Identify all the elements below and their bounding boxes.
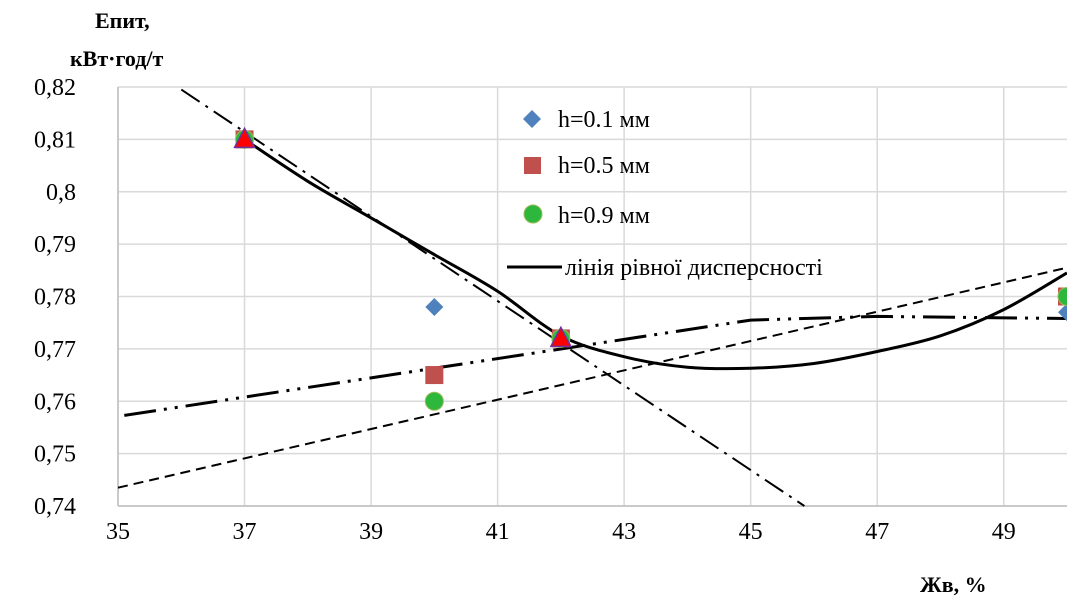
equal-dispersion-line — [243, 138, 1067, 371]
point-triangle — [233, 126, 256, 149]
x-axis-title: Жв, % — [920, 572, 987, 597]
grid — [117, 86, 1067, 507]
x-tick-label: 37 — [233, 519, 257, 545]
legend: h=0.1 мм h=0.5 мм h=0.9 мм лінія рівної … — [507, 107, 823, 281]
point-h01 — [425, 297, 444, 316]
legend-label-h01: h=0.1 мм — [558, 107, 650, 133]
data-points — [233, 126, 1067, 411]
x-tick-labels: 35 37 39 41 43 45 47 49 — [106, 519, 1016, 545]
y-tick-label: 0,77 — [34, 337, 76, 363]
point-h09 — [1057, 287, 1067, 306]
x-tick-label: 39 — [359, 519, 383, 545]
legend-circle-icon — [523, 204, 543, 224]
legend-label-dispersion: лінія рівної дисперсності — [565, 255, 823, 281]
y-tick-label: 0,82 — [34, 75, 76, 101]
point-h05 — [425, 366, 444, 385]
trend-line-short-dash — [117, 266, 1067, 489]
plot-area-border — [117, 87, 1067, 507]
x-tick-label: 45 — [739, 519, 763, 545]
equal-dispersion-curve — [243, 138, 1067, 371]
x-tick-label: 43 — [612, 519, 636, 545]
x-tick-label: 41 — [486, 519, 510, 545]
y-tick-label: 0,78 — [34, 285, 76, 311]
y-tick-label: 0,79 — [34, 232, 76, 258]
y-axis-title-line2: кВт·год/т — [70, 46, 164, 71]
y-tick-label: 0,76 — [34, 389, 76, 415]
y-tick-label: 0,8 — [46, 180, 76, 206]
legend-label-h09: h=0.9 мм — [558, 203, 650, 229]
x-tick-label: 47 — [865, 519, 889, 545]
point-h09 — [424, 391, 444, 411]
y-tick-labels: 0,74 0,75 0,76 0,77 0,78 0,79 0,8 0,81 0,82 — [34, 75, 76, 520]
trend-line-dash-dot — [180, 88, 805, 507]
y-tick-label: 0,81 — [34, 127, 76, 153]
point-triangle — [549, 325, 573, 348]
legend-diamond-icon — [523, 110, 541, 128]
point-h01 — [1058, 303, 1067, 322]
x-tick-label: 35 — [106, 519, 130, 545]
y-axis-title-line1: Епит, — [95, 8, 150, 33]
y-tick-label: 0,74 — [34, 494, 76, 520]
legend-label-h05: h=0.5 мм — [558, 153, 650, 179]
y-tick-label: 0,75 — [34, 442, 76, 468]
x-tick-label: 49 — [992, 519, 1016, 545]
legend-square-icon — [524, 157, 541, 174]
